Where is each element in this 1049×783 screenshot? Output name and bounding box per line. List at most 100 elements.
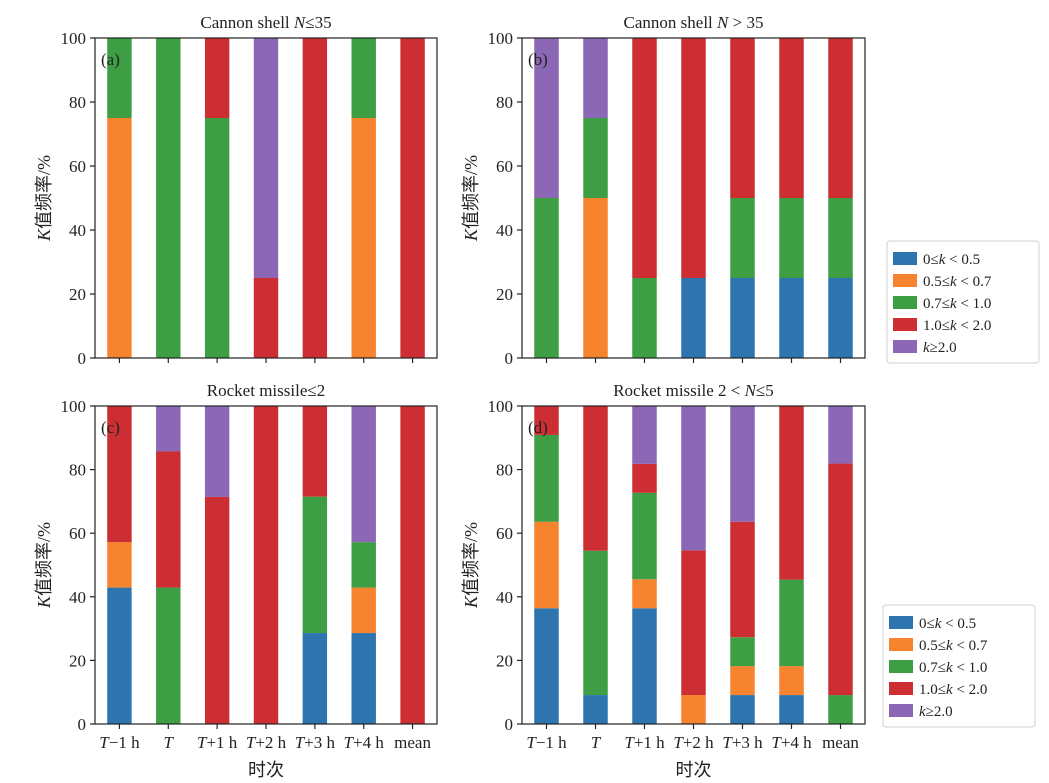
bar-segment: [107, 587, 132, 724]
bar-segment: [730, 666, 755, 696]
panel-b: 0 20 40 60 80 100 Cannon shell N > 35 (b) K值频率/%: [461, 13, 866, 368]
y-tick-label: 20: [496, 285, 513, 304]
bar-segment: [779, 406, 804, 580]
bar-segment: [156, 38, 181, 358]
y-tick-label: 0: [78, 349, 87, 368]
bar-segment: [204, 118, 230, 358]
y-tick-label: 60: [69, 157, 86, 176]
chart-panels: 0 20 40 60 80 100 Cannon shell N≤35 (a) K值频率/% 0 2…: [34, 13, 866, 752]
panel-d: 0 20 40 60 80 100 T−1 h T T+1 h T+2 h T+3 h T+4 h me…: [461, 381, 866, 752]
legend-swatch: [889, 616, 913, 629]
y-tick-label: 40: [69, 221, 86, 240]
bar-segment: [730, 198, 755, 278]
bar-segment: [632, 463, 657, 493]
y-tick-label: 100: [61, 397, 87, 416]
bar-segment: [779, 278, 804, 358]
y-axis-label: K值频率/%: [461, 155, 481, 242]
panel-tag: (b): [528, 50, 548, 69]
y-axis-label: K值频率/%: [461, 522, 481, 609]
bar-segment: [534, 434, 559, 522]
bar-segment: [156, 587, 181, 724]
legend-label: 1.0≤k < 2.0: [919, 682, 987, 698]
x-tick-label: mean: [822, 733, 859, 752]
bar-segment: [302, 38, 328, 358]
bar-segment: [828, 38, 853, 198]
bar-segment: [107, 542, 132, 588]
bar-segment: [583, 198, 608, 358]
panel-title: Cannon shell N≤35: [200, 13, 331, 32]
y-tick-label: 60: [69, 524, 86, 543]
y-axis-label: K值频率/%: [34, 522, 54, 609]
legend-top: 0≤k < 0.5 0.5≤k < 0.7 0.7≤k < 1.0 1.0≤k < 2…: [886, 240, 1040, 364]
panel-a: 0 20 40 60 80 100 Cannon shell N≤35 (a) K值频率/%: [34, 13, 438, 368]
y-tick-label: 100: [488, 397, 514, 416]
bar-segment: [681, 550, 706, 696]
bar-segment: [681, 38, 706, 278]
bar-segment: [779, 198, 804, 278]
bar-segment: [204, 38, 230, 118]
y-tick-label: 100: [488, 29, 514, 48]
bar-segment: [351, 406, 376, 543]
bar-segment: [534, 38, 559, 198]
x-tick-label: T+4 h: [771, 733, 812, 752]
x-axis-label-left: 时次: [248, 760, 284, 780]
y-tick-label: 60: [496, 524, 513, 543]
bar-segment: [828, 463, 853, 696]
bar-segment: [828, 695, 853, 724]
x-tick-label: T+3 h: [295, 733, 336, 752]
y-tick-label: 20: [69, 651, 86, 670]
bar-segment: [779, 695, 804, 724]
y-tick-label: 80: [496, 93, 513, 112]
bar-segment: [779, 666, 804, 696]
legend-label: 0.5≤k < 0.7: [923, 274, 992, 290]
bar-segment: [302, 406, 328, 497]
legend-swatch: [889, 660, 913, 673]
bar-segment: [632, 492, 657, 580]
panel-title: Rocket missile 2 < N≤5: [613, 381, 774, 400]
bar-segment: [730, 278, 755, 358]
legend-swatch: [889, 704, 913, 717]
y-tick-label: 40: [69, 588, 86, 607]
panel-title: Cannon shell N > 35: [624, 13, 764, 32]
bar-segment: [681, 695, 706, 724]
bar-segment: [351, 633, 376, 724]
legend-label: 0.7≤k < 1.0: [919, 660, 987, 676]
y-tick-label: 0: [78, 715, 87, 734]
panel-tag: (a): [101, 50, 120, 69]
bar-segment: [534, 608, 559, 724]
bar-segment: [730, 521, 755, 638]
bar-segment: [107, 38, 132, 118]
legend-swatch: [893, 274, 917, 287]
x-tick-label: T: [164, 733, 175, 752]
bar-segment: [204, 406, 230, 497]
x-tick-label: mean: [394, 733, 431, 752]
legend-label: k≥2.0: [919, 704, 953, 720]
bar-segment: [351, 118, 376, 358]
legend-label: 1.0≤k < 2.0: [923, 318, 991, 334]
bar-segment: [534, 406, 559, 435]
bar-segment: [632, 278, 657, 358]
bar-segment: [156, 406, 181, 452]
x-tick-label: T+3 h: [722, 733, 763, 752]
bar-segment: [107, 118, 132, 358]
legend-frame: [886, 240, 1040, 364]
legend-swatch: [889, 682, 913, 695]
y-tick-label: 60: [496, 157, 513, 176]
bar-segment: [828, 278, 853, 358]
y-tick-label: 100: [61, 29, 87, 48]
y-axis-label: K值频率/%: [34, 155, 54, 242]
bar-segment: [253, 38, 279, 278]
bar-segment: [400, 38, 425, 358]
legend-swatch: [889, 638, 913, 651]
legend-swatch: [893, 252, 917, 265]
y-tick-label: 80: [69, 93, 86, 112]
bar-segment: [632, 38, 657, 278]
bar-segment: [583, 695, 608, 724]
legend-label: 0≤k < 0.5: [919, 616, 976, 632]
x-tick-label: T+4 h: [344, 733, 385, 752]
y-tick-label: 20: [69, 285, 86, 304]
legend-frame: [882, 604, 1036, 728]
bar-segment: [730, 38, 755, 198]
bar-segment: [253, 406, 279, 724]
